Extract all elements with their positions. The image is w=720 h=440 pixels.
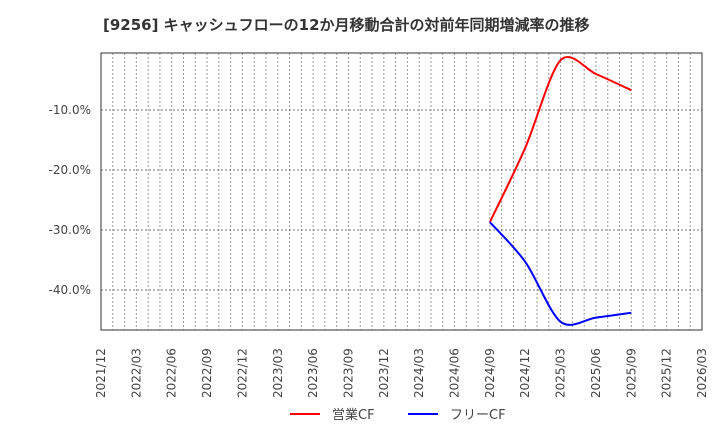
x-tick-label: 2022/06 (165, 348, 179, 398)
x-tick-label: 2024/06 (448, 348, 462, 398)
x-tick-label: 2023/06 (306, 348, 320, 398)
y-tick-label: -30.0% (49, 223, 91, 237)
y-tick-label: -10.0% (49, 103, 91, 117)
x-tick-label: 2024/03 (412, 348, 426, 398)
series-line-free-cf (489, 221, 632, 326)
y-axis-ticks: -10.0% -20.0% -30.0% -40.0% (49, 103, 91, 297)
grid-lines (101, 53, 702, 330)
x-tick-label: 2023/09 (341, 348, 355, 398)
plot-area-border (100, 52, 703, 331)
legend-label-free-cf: フリーCF (450, 408, 506, 423)
x-tick-label: 2025/12 (660, 348, 674, 398)
series-line-operating-cf (488, 56, 632, 223)
y-tick-label: -20.0% (49, 163, 91, 177)
x-tick-label: 2022/12 (235, 348, 249, 398)
x-tick-label: 2023/03 (271, 348, 285, 398)
x-tick-label: 2023/12 (377, 348, 391, 398)
x-tick-label: 2022/03 (129, 348, 143, 398)
chart-title: [9256] キャッシュフローの12か月移動合計の対前年同期増減率の推移 (103, 16, 590, 34)
x-tick-label: 2024/12 (518, 348, 532, 398)
x-tick-label: 2026/03 (695, 348, 709, 398)
x-tick-label: 2025/06 (589, 348, 603, 398)
legend: 営業CF フリーCF (290, 407, 506, 423)
x-tick-label: 2024/09 (483, 348, 497, 398)
x-tick-label: 2021/12 (94, 348, 108, 398)
x-axis-ticks: 2021/12 2022/03 2022/06 2022/09 2022/12 2023/… (94, 348, 709, 398)
legend-label-operating-cf: 営業CF (332, 407, 375, 423)
x-tick-label: 2025/09 (624, 348, 638, 398)
x-tick-label: 2025/03 (554, 348, 568, 398)
data-series (488, 56, 632, 326)
x-tick-label: 2022/09 (200, 348, 214, 398)
y-tick-label: -40.0% (49, 283, 91, 297)
